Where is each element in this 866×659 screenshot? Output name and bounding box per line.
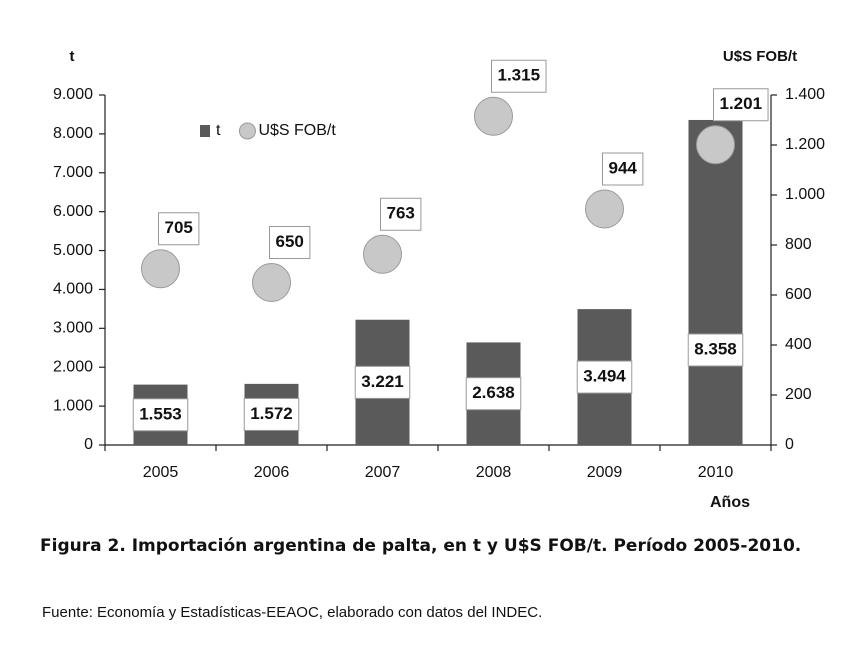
value-label-box <box>269 226 311 259</box>
x-tick-label: 2007 <box>365 464 401 481</box>
value-label: 1.315 <box>498 66 541 85</box>
y-tick-label: 4.000 <box>53 281 93 298</box>
value-label-box <box>576 360 633 394</box>
legend-label: U$S FOB/t <box>258 122 336 139</box>
value-label: 8.358 <box>694 339 737 358</box>
x-tick-label: 2009 <box>587 464 623 481</box>
value-label-box <box>380 197 422 231</box>
x-tick-label: 2005 <box>143 464 179 481</box>
y-axis-title: t <box>70 48 75 65</box>
y-tick-label: 6.000 <box>53 203 93 220</box>
bubble <box>474 96 513 136</box>
value-label: 3.494 <box>583 367 626 386</box>
caption: Figura 2. Importación argentina de palta… <box>40 536 802 556</box>
value-label-box <box>354 365 411 399</box>
y2-tick-label: 1.400 <box>785 86 825 103</box>
value-label-box <box>491 59 547 93</box>
value-label-box <box>713 88 769 122</box>
y-tick-label: 2.000 <box>53 358 93 375</box>
y-tick-label: 1.000 <box>53 397 93 414</box>
y2-tick-label: 1.000 <box>785 186 825 203</box>
y2-tick-label: 400 <box>785 336 812 353</box>
bubble <box>252 263 291 302</box>
y2-axis-title: U$S FOB/t <box>723 48 797 65</box>
y-tick-label: 0 <box>84 436 93 453</box>
value-label: 2.638 <box>472 383 515 402</box>
x-tick-label: 2006 <box>254 464 290 481</box>
y2-tick-label: 600 <box>785 286 812 303</box>
legend-swatch <box>238 122 256 140</box>
source: Fuente: Economía y Estadísticas-EEAOC, e… <box>42 604 542 621</box>
y2-tick-label: 0 <box>785 436 794 453</box>
y2-tick-label: 200 <box>785 386 812 403</box>
y-tick-label: 8.000 <box>53 125 93 142</box>
value-label: 1.553 <box>139 404 182 423</box>
value-label: 3.221 <box>361 372 404 391</box>
value-label-box <box>158 212 200 246</box>
caption-box: Figura 2. Importación argentina de palta… <box>40 536 802 556</box>
y-tick-label: 5.000 <box>53 242 93 259</box>
value-label-box <box>132 398 189 432</box>
value-label: 1.201 <box>720 94 763 113</box>
value-label-box <box>687 333 744 367</box>
value-label-box <box>465 377 522 411</box>
value-label: 705 <box>165 218 193 237</box>
y-tick-label: 7.000 <box>53 164 93 181</box>
legend-swatch <box>200 125 210 137</box>
x-axis-title: Años <box>710 494 750 511</box>
bubble <box>585 189 624 229</box>
value-label: 763 <box>387 204 415 223</box>
y-tick-label: 9.000 <box>53 86 93 103</box>
value-label-box <box>602 152 644 186</box>
value-label: 1.572 <box>250 404 293 423</box>
value-label: 650 <box>276 232 304 251</box>
value-label: 944 <box>609 158 638 177</box>
bubble <box>141 249 180 289</box>
bubble <box>696 125 735 165</box>
y-tick-label: 3.000 <box>53 320 93 337</box>
x-tick-label: 2010 <box>698 464 734 481</box>
value-label-box <box>243 397 300 431</box>
bar <box>688 119 743 445</box>
x-tick-label: 2008 <box>476 464 512 481</box>
bubble <box>363 234 402 274</box>
legend-label: t <box>216 122 221 139</box>
y2-tick-label: 1.200 <box>785 136 825 153</box>
y2-tick-label: 800 <box>785 236 812 253</box>
